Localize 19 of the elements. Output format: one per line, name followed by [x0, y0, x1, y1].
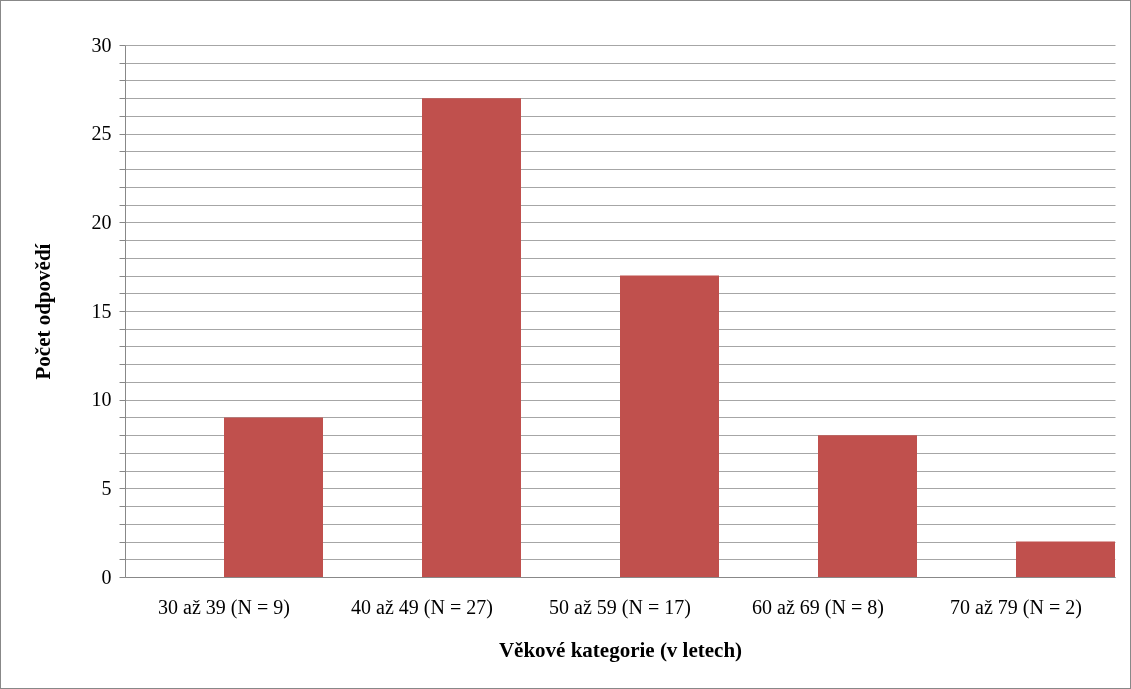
- bar: [818, 435, 917, 577]
- bar: [1016, 541, 1115, 577]
- bar: [620, 275, 719, 577]
- y-tick-label: 10: [91, 388, 112, 411]
- y-tick-label: 20: [91, 210, 112, 233]
- x-tick-label: 30 až 39 (N = 9): [158, 595, 290, 619]
- bar: [224, 417, 323, 577]
- x-tick-label: 40 až 49 (N = 27): [351, 595, 493, 619]
- x-axis-title: Věkové kategorie (v letech): [498, 637, 743, 662]
- x-tick-label: 50 až 59 (N = 17): [549, 595, 691, 619]
- bar: [422, 98, 521, 577]
- x-tick-label: 70 až 79 (N = 2): [950, 595, 1082, 619]
- x-tick-label: 60 až 69 (N = 8): [752, 595, 884, 619]
- y-axis-title: Počet odpovědí: [30, 242, 55, 380]
- y-tick-label: 25: [91, 122, 112, 145]
- y-tick-label: 5: [101, 476, 112, 499]
- y-tick-label: 15: [91, 299, 112, 322]
- y-tick-label: 30: [91, 33, 112, 56]
- y-tick-label: 0: [101, 565, 112, 588]
